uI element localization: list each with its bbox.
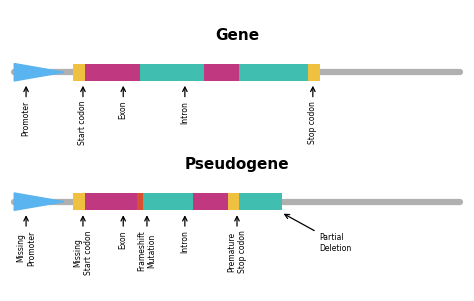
Text: Stop codon: Stop codon: [309, 101, 317, 144]
Bar: [143, 194, 193, 210]
Bar: [73, 64, 85, 80]
Bar: [204, 64, 239, 80]
Bar: [140, 64, 204, 80]
Bar: [239, 64, 308, 80]
Text: Start codon: Start codon: [79, 101, 87, 145]
Text: Gene: Gene: [215, 28, 259, 43]
Text: Premature
Stop codon: Premature Stop codon: [228, 231, 246, 273]
Text: Frameshift
Mutation: Frameshift Mutation: [137, 231, 156, 271]
Bar: [239, 194, 282, 210]
Bar: [228, 194, 239, 210]
Polygon shape: [14, 193, 64, 210]
Text: Partial
Deletion: Partial Deletion: [319, 234, 351, 253]
Text: Pseudogene: Pseudogene: [185, 157, 289, 172]
Bar: [85, 194, 137, 210]
Text: Missing
Start codon: Missing Start codon: [73, 231, 92, 275]
Bar: [193, 194, 228, 210]
Bar: [137, 194, 143, 210]
Polygon shape: [14, 64, 64, 81]
Text: Intron: Intron: [181, 231, 189, 253]
Text: Exon: Exon: [119, 101, 128, 119]
Text: Intron: Intron: [181, 101, 189, 124]
Text: Promoter: Promoter: [22, 101, 30, 136]
Bar: [308, 64, 320, 80]
Text: Missing
Promoter: Missing Promoter: [17, 231, 36, 266]
Text: Exon: Exon: [119, 231, 128, 249]
Bar: [85, 64, 140, 80]
Bar: [73, 194, 85, 210]
